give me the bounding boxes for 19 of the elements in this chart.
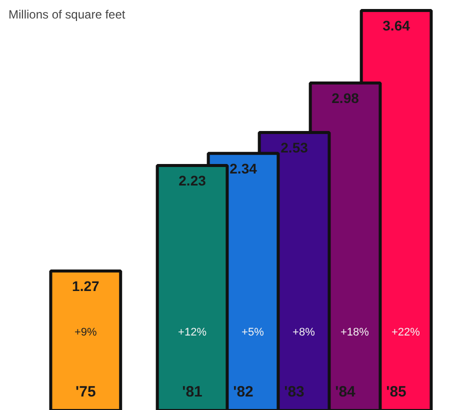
data-label: 2.23 — [178, 172, 206, 188]
x-tick-label: '75 — [76, 384, 96, 400]
annotation: +9% — [74, 326, 98, 338]
x-tick-label: '82 — [233, 384, 254, 400]
data-label: 2.53 — [280, 139, 308, 156]
x-tick-label: '85 — [386, 384, 406, 400]
annotation: +12% — [178, 326, 207, 338]
annotation: +8% — [292, 326, 316, 338]
data-label: 3.64 — [382, 18, 410, 34]
annotation: +22% — [391, 326, 420, 338]
data-label: 2.98 — [332, 90, 360, 106]
data-label: 2.34 — [230, 160, 258, 176]
annotation: +18% — [340, 326, 370, 338]
data-label: 1.27 — [72, 278, 100, 294]
x-tick-label: '83 — [284, 384, 304, 400]
annotation: +5% — [242, 326, 264, 338]
chart-title: Millions of square feet — [8, 8, 126, 22]
x-tick-label: '81 — [182, 384, 202, 400]
x-tick-label: '84 — [335, 384, 356, 400]
